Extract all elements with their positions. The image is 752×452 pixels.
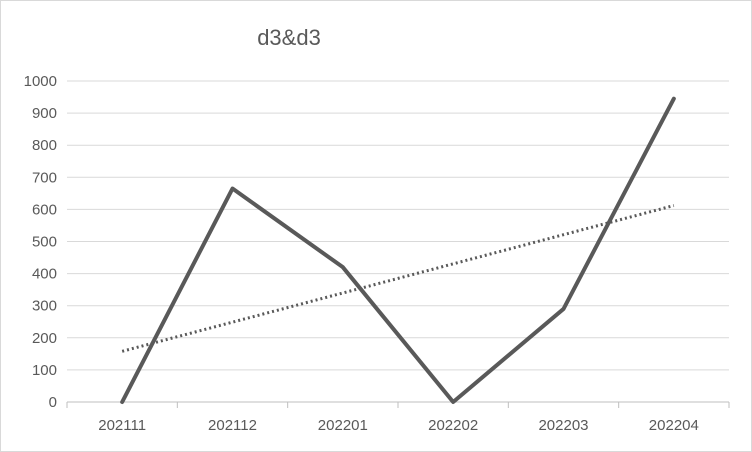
y-tick-label: 700 bbox=[32, 169, 57, 186]
y-tick-label: 900 bbox=[32, 105, 57, 122]
y-tick-label: 1000 bbox=[24, 73, 57, 90]
y-tick-label: 500 bbox=[32, 234, 57, 251]
x-tick-label: 202112 bbox=[208, 417, 257, 434]
trendline-group bbox=[121, 204, 675, 353]
x-axis-ticks: 202111 202112 202201 202202 202203 202204 bbox=[66, 402, 730, 434]
y-tick-label: 100 bbox=[32, 362, 57, 379]
y-tick-label: 800 bbox=[32, 137, 57, 154]
y-axis-ticks: 0 100 200 300 400 500 600 700 800 900 1000 bbox=[24, 73, 57, 411]
gridlines bbox=[67, 80, 729, 403]
y-tick-label: 0 bbox=[49, 394, 57, 411]
x-tick-label: 202202 bbox=[428, 417, 478, 434]
x-tick-label: 202201 bbox=[318, 417, 368, 434]
x-tick-label: 202111 bbox=[98, 417, 146, 434]
x-tick-label: 202203 bbox=[538, 417, 588, 434]
trendline bbox=[121, 204, 675, 353]
series-line bbox=[120, 96, 676, 404]
x-tick-label: 202204 bbox=[649, 417, 699, 434]
y-tick-label: 600 bbox=[32, 201, 57, 218]
y-tick-label: 400 bbox=[32, 266, 57, 283]
chart-title: d3&d3 bbox=[257, 25, 321, 50]
y-tick-label: 200 bbox=[32, 330, 57, 347]
y-tick-label: 300 bbox=[32, 298, 57, 315]
series-group bbox=[120, 96, 676, 404]
